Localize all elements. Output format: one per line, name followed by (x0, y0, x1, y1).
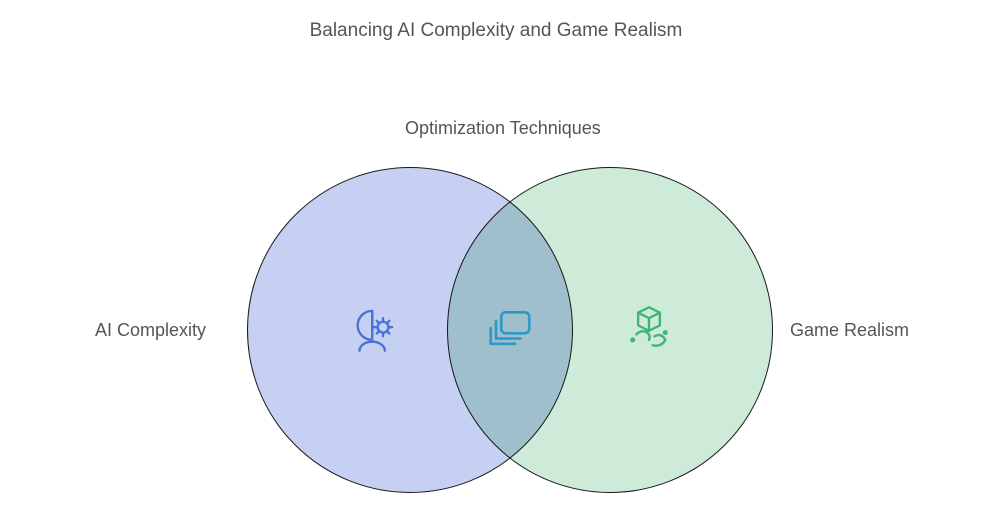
diagram-title: Balancing AI Complexity and Game Realism (0, 20, 992, 42)
label-game-realism: Game Realism (790, 320, 909, 341)
label-ai-complexity: AI Complexity (95, 320, 206, 341)
layers-stack-icon (482, 300, 538, 361)
ai-head-gear-icon (345, 300, 403, 363)
3d-cube-splash-icon (620, 300, 678, 363)
label-optimization-techniques: Optimization Techniques (405, 118, 601, 139)
